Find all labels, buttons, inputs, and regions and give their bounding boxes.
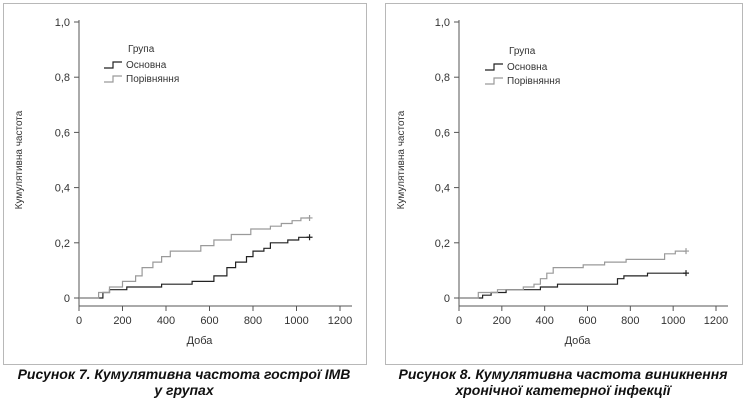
legend-label: Основна [507,62,548,73]
series-line [459,272,686,299]
y-axis-label: Кумулятивна частота [14,110,25,209]
x-tick-label: 200 [493,315,511,327]
legend-swatch [104,61,122,69]
x-tick-label: 600 [200,315,218,327]
cumulative-incidence-chart-right: 0 0,2 0,4 0,6 0,8 1,0 0 200 400 600 800 1000 1200 Доб… [396,17,728,347]
series-line [79,236,310,299]
x-tick-label: 600 [578,315,596,327]
y-tick-label: 0,2 [55,238,70,250]
x-tick-label: 800 [621,315,639,327]
x-tick-label: 800 [244,315,262,327]
y-tick-label: 0,8 [435,72,450,84]
figure-caption-left: Рисунок 7. Кумулятивна частота гострої І… [3,366,365,398]
x-tick-label: 400 [535,315,553,327]
legend-label: Порівняння [507,76,560,87]
x-tick-label: 400 [157,315,175,327]
x-tick-label: 1200 [704,315,728,327]
y-tick-label: 0 [444,293,450,305]
chart-panel-left: 0 0,2 0,4 0,6 0,8 1,0 0 200 400 600 800 1000 1200 Доб… [3,3,367,365]
caption-line: хронічної катетерної інфекції [455,382,671,398]
cumulative-incidence-chart-left: 0 0,2 0,4 0,6 0,8 1,0 0 200 400 600 800 1000 1200 Доб… [14,17,352,347]
censor-mark [683,248,690,255]
y-tick-label: 0,8 [55,72,70,84]
x-tick-label: 0 [76,315,82,327]
legend-label: Порівняння [126,74,179,85]
legend-title: Група [509,46,536,57]
censor-mark [306,214,313,221]
chart-panel-right: 0 0,2 0,4 0,6 0,8 1,0 0 200 400 600 800 1000 1200 Доб… [385,3,743,365]
y-tick-label: 0,6 [55,127,70,139]
y-tick-label: 1,0 [55,17,70,29]
y-tick-label: 0,4 [435,183,450,195]
x-tick-label: 0 [456,315,462,327]
y-tick-label: 0,4 [55,183,70,195]
legend-swatch [485,77,503,85]
x-axis-label: Доба [565,335,592,347]
y-tick-label: 1,0 [435,17,450,29]
legend-label: Основна [126,60,167,71]
caption-line: Рисунок 8. Кумулятивна частота виникненн… [398,366,728,382]
censor-mark [683,270,690,277]
series-line [79,217,310,299]
x-axis-label: Доба [187,335,214,347]
series-line [459,250,686,299]
y-tick-label: 0,6 [435,127,450,139]
legend-swatch [104,75,122,83]
censor-mark [306,234,313,241]
legend-swatch [485,63,503,71]
caption-line: Рисунок 7. Кумулятивна частота гострої І… [17,366,351,382]
y-tick-label: 0 [64,293,70,305]
x-tick-label: 1200 [328,315,352,327]
figure-caption-right: Рисунок 8. Кумулятивна частота виникненн… [385,366,741,398]
caption-line: у групах [154,382,214,398]
x-tick-label: 1000 [661,315,685,327]
y-tick-label: 0,2 [435,238,450,250]
legend-title: Група [128,44,155,55]
y-axis-label: Кумулятивна частота [396,110,407,209]
x-tick-label: 200 [113,315,131,327]
x-tick-label: 1000 [284,315,308,327]
